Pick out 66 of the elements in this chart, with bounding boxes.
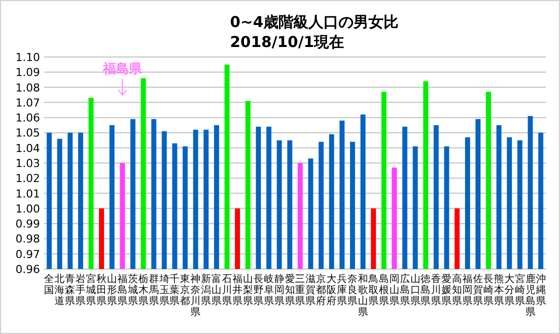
x-tick-label: 佐賀県 [473,274,484,307]
x-tick-label: 鳥取県 [367,273,378,307]
x-tick-label: 東京都 [180,273,190,307]
x-tick-label: 京都府 [316,273,326,307]
x-tick-label: 兵庫県 [337,273,348,307]
x-tick-label: 愛知県 [284,273,295,307]
x-tick-label: 香川県 [431,273,442,307]
x-tick-label: 新潟県 [201,273,212,307]
x-tick-label: 宮城県 [85,273,96,307]
chart-subtitle: 2018/10/1現在 [230,33,344,51]
y-tick-label: 1.00 [16,202,40,216]
x-tick-label: 茨城県 [126,273,138,307]
y-tick-label: 1.06 [16,112,40,125]
y-tick-label: 0.98 [16,232,40,246]
x-tick-label: 福島県 [117,273,128,307]
y-tick-label: 1.07 [16,96,40,110]
x-tick-label: 大阪府 [326,273,337,307]
y-tick-label: 1.01 [16,187,40,200]
x-tick-label: 石川県 [222,274,232,307]
y-tick-label: 1.02 [16,172,40,186]
x-tick-label: 北海道 [54,273,65,307]
x-tick-label: 岡山県 [389,274,400,307]
x-tick-label: 奈良県 [348,274,358,307]
x-tick-label: 長野県 [253,274,264,307]
annotation: 福島県 [102,61,143,77]
x-tick-label: 三重県 [295,274,306,307]
y-tick-label: 1.09 [16,66,40,80]
x-tick-label: 滋賀県 [306,273,316,307]
x-tick-label: 徳島県 [420,274,431,307]
y-tick-label: 1.08 [16,81,40,94]
x-tick-label: 鹿児島県 [525,273,536,318]
x-tick-label: 静岡県 [274,273,284,307]
x-tick-label: 広島県 [400,273,410,307]
x-tick-label: 長崎県 [483,274,494,307]
y-tick-label: 0.99 [16,218,40,231]
x-tick-label: 岩手県 [76,273,86,307]
x-tick-label: 山形県 [106,273,117,307]
x-tick-label: 宮崎県 [514,273,525,307]
x-tick-label: 福井県 [232,273,242,307]
x-tick-label: 福岡県 [462,273,473,307]
x-tick-label: 秋田県 [96,273,107,307]
x-tick-label: 島根県 [378,273,389,307]
x-tick-label: 栃木県 [138,273,148,307]
x-tick-label: 埼玉県 [158,273,170,307]
x-tick-label: 大分県 [504,273,514,307]
x-tick-label: 千葉県 [170,273,180,307]
x-tick-label: 沖縄県 [534,273,546,307]
y-tick-label: 0.97 [16,248,40,261]
y-tick-label: 1.03 [16,157,40,170]
x-tick-label: 高知県 [452,273,462,307]
y-tick-label: 1.10 [16,51,40,64]
chart-title: 0~4歳階級人口の男女比 [230,13,398,31]
x-tick-label: 和歌山県 [358,273,368,318]
x-tick-label: 富山県 [212,273,222,307]
y-tick-label: 1.05 [16,126,40,140]
y-tick-label: 1.04 [16,142,40,155]
x-tick-label: 群馬県 [148,273,159,307]
x-tick-label: 岐阜県 [264,273,274,307]
x-tick-label: 愛媛県 [442,273,452,307]
x-tick-label: 山口県 [410,273,420,307]
x-tick-label: 青森県 [65,273,76,307]
x-tick-label: 神奈川県 [190,273,201,318]
x-tick-label: 山梨県 [242,273,253,307]
y-tick-label: 0.96 [16,263,40,276]
x-tick-label: 全国 [44,273,54,296]
x-tick-label: 熊本県 [494,273,504,307]
